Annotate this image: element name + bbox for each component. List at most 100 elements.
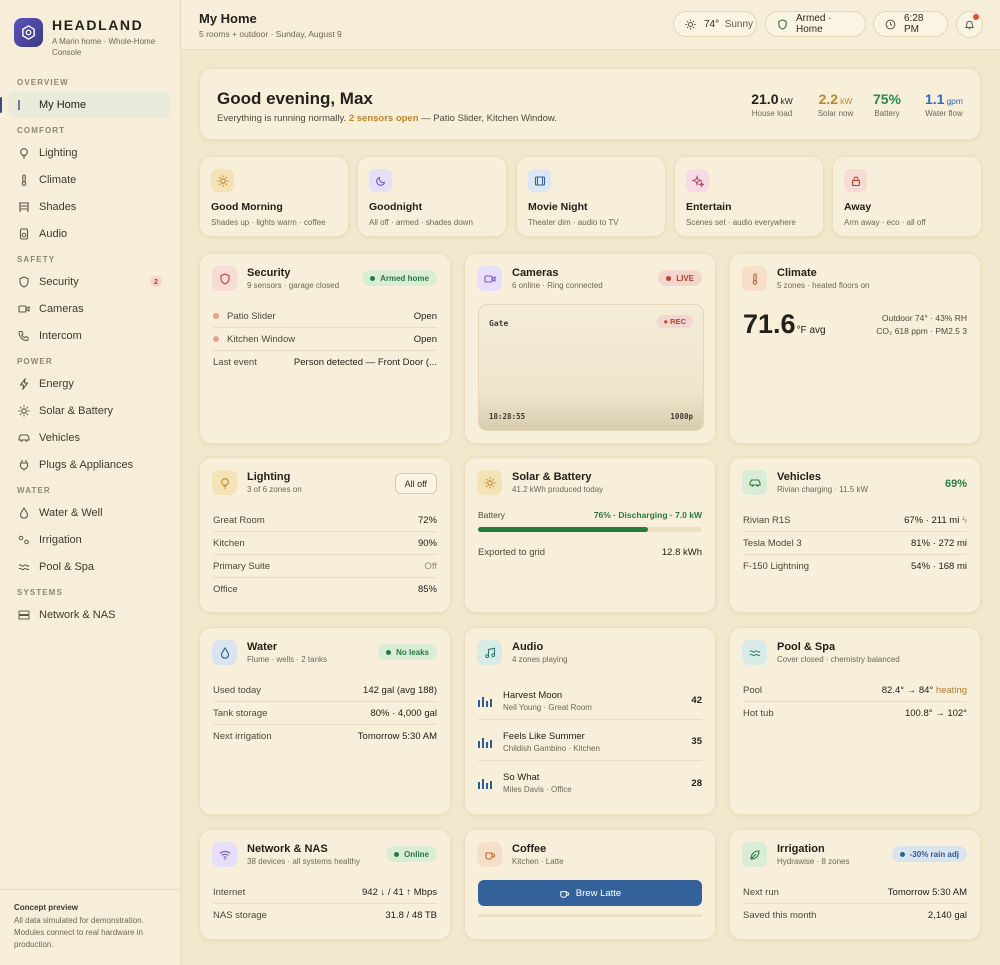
- light-zone-row[interactable]: Kitchen 90%: [213, 532, 437, 555]
- network-row[interactable]: Internet 942 ↓ / 41 ↑ Mbps: [213, 881, 437, 904]
- sidebar-item-label: Cameras: [39, 303, 84, 315]
- logo-icon[interactable]: [14, 18, 43, 47]
- sun-icon: [211, 169, 234, 192]
- row-value: 31.8 / 48 TB: [385, 910, 437, 921]
- scene-movie-night[interactable]: Movie Night Theater dim · audio to TV: [516, 156, 666, 237]
- stat-label: Solar now: [817, 109, 854, 118]
- avg-temperature[interactable]: 71.6°F avg: [743, 309, 826, 340]
- car-icon: [17, 432, 30, 445]
- row-value: 2,140 gal: [927, 910, 967, 921]
- camera-icon: [17, 303, 30, 316]
- nav: OVERVIEW My Home COMFORT Lighting Climat…: [0, 78, 180, 628]
- card-title: Audio: [512, 641, 544, 653]
- vehicle-row[interactable]: Tesla Model 3 81% · 272 mi: [743, 532, 967, 555]
- card-subtitle: 3 of 6 zones on: [247, 485, 302, 494]
- sidebar-item-cameras[interactable]: Cameras: [8, 296, 170, 322]
- audio-zone-row[interactable]: Feels Like Summer Childish Gambino · Kitc…: [478, 723, 702, 761]
- zone-name: Primary Suite: [213, 560, 271, 572]
- scene-goodnight[interactable]: Goodnight All off · armed · shades down: [357, 156, 507, 237]
- sidebar: HEADLAND A Marin home · Whole-Home Conso…: [0, 0, 181, 965]
- scene-away[interactable]: Away Arm away · eco · all off: [832, 156, 982, 237]
- time: 6:28 PM: [904, 13, 924, 35]
- water-row[interactable]: Used today 142 gal (avg 188): [213, 679, 437, 702]
- sidebar-item-climate[interactable]: Climate: [8, 167, 170, 193]
- card-subtitle: Hydrawise · 8 zones: [777, 857, 850, 866]
- card-subtitle: 38 devices · all systems healthy: [247, 857, 360, 866]
- status-badge[interactable]: Armed home: [362, 270, 437, 286]
- badge-label: Online: [404, 849, 429, 859]
- last-event-row[interactable]: Last event Person detected — Front Door (…: [213, 351, 437, 374]
- all-off-button[interactable]: All off: [394, 473, 437, 494]
- brand: HEADLAND A Marin home · Whole-Home Conso…: [0, 0, 180, 70]
- scene-description: Shades up · lights warm · coffee: [211, 218, 326, 227]
- card-subtitle: Cover closed · chemistry balanced: [777, 655, 900, 664]
- sidebar-item-pool[interactable]: Pool & Spa: [8, 554, 170, 580]
- card-title: Security: [247, 267, 291, 279]
- hot-tub-row[interactable]: Hot tub 100.8° → 102°: [743, 702, 967, 725]
- water-row[interactable]: Next irrigation Tomorrow 5:30 AM: [213, 725, 437, 748]
- button-label: Brew Latte: [575, 887, 622, 899]
- light-zone-row[interactable]: Great Room 72%: [213, 509, 437, 532]
- scene-title: Good Morning: [211, 201, 283, 213]
- bulb-icon: [17, 147, 30, 160]
- sidebar-item-my-home[interactable]: My Home: [0, 92, 170, 118]
- sidebar-item-lighting[interactable]: Lighting: [8, 140, 170, 166]
- camera-feed[interactable]: Gate ● REC 18:28:55 1080p: [478, 304, 704, 431]
- irrigation-row[interactable]: Saved this month 2,140 gal: [743, 904, 967, 927]
- page-subtitle: 5 rooms + outdoor · Sunday, August 9: [199, 29, 342, 39]
- light-zone-row[interactable]: Office 85%: [213, 578, 437, 601]
- vehicle-row[interactable]: Rivian R1S 67% · 211 mi ϟ: [743, 509, 967, 532]
- sidebar-item-security[interactable]: Security 2: [8, 269, 170, 295]
- sidebar-item-irrigation[interactable]: Irrigation: [8, 527, 170, 553]
- vehicle-row[interactable]: F-150 Lightning 54% · 168 mi: [743, 555, 967, 578]
- security-pill[interactable]: Armed · Home: [765, 11, 866, 37]
- sidebar-item-intercom[interactable]: Intercom: [8, 323, 170, 349]
- light-zone-row[interactable]: Primary Suite Off: [213, 555, 437, 578]
- sidebar-item-audio[interactable]: Audio: [8, 221, 170, 247]
- network-card: Network & NAS 38 devices · all systems he…: [199, 829, 451, 940]
- card-subtitle: Rivian charging · 11.5 kW: [777, 485, 868, 494]
- weather-pill[interactable]: 74° Sunny: [673, 11, 757, 37]
- weather-condition: Sunny: [724, 18, 754, 30]
- audio-zone-row[interactable]: So What Miles Davis · Office 28: [478, 764, 702, 802]
- sidebar-item-shades[interactable]: Shades: [8, 194, 170, 220]
- cameras-card: Cameras 6 online · Ring connected LIVE Ga…: [464, 253, 716, 444]
- sidebar-item-network[interactable]: Network & NAS: [8, 602, 170, 628]
- card-header: Audio 4 zones playing: [477, 640, 568, 665]
- stat-label: Battery: [874, 109, 900, 118]
- scene-entertain[interactable]: Entertain Scenes set · audio everywhere: [674, 156, 824, 237]
- sidebar-item-plugs[interactable]: Plugs & Appliances: [8, 452, 170, 478]
- brew-latte-button[interactable]: Brew Latte: [478, 880, 702, 906]
- sidebar-item-vehicles[interactable]: Vehicles: [8, 425, 170, 451]
- sidebar-item-water[interactable]: Water & Well: [8, 500, 170, 526]
- nav-section-power: POWER: [17, 357, 53, 366]
- stat-value: 2.2: [818, 91, 839, 107]
- grid-export-row[interactable]: Exported to grid 12.8 kWh: [478, 541, 702, 564]
- clock-pill[interactable]: 6:28 PM: [873, 11, 948, 37]
- sidebar-item-label: Energy: [39, 378, 74, 390]
- card-header: Irrigation Hydrawise · 8 zones: [742, 842, 849, 867]
- sidebar-item-energy[interactable]: Energy: [8, 371, 170, 397]
- rain-adjust-badge: -30% rain adj: [891, 846, 967, 862]
- notifications-button[interactable]: [956, 11, 983, 38]
- network-row[interactable]: NAS storage 31.8 / 48 TB: [213, 904, 437, 927]
- irrigation-row[interactable]: Next run Tomorrow 5:30 AM: [743, 881, 967, 904]
- sidebar-item-solar[interactable]: Solar & Battery: [8, 398, 170, 424]
- sprinkler-icon: [17, 534, 30, 547]
- sensor-name: Patio Slider: [227, 310, 276, 322]
- audio-zone-row[interactable]: Harvest Moon Neil Young · Great Room 42: [478, 682, 702, 720]
- water-row[interactable]: Tank storage 80% · 4,000 gal: [213, 702, 437, 725]
- status-alert[interactable]: 2 sensors open: [348, 113, 419, 124]
- scene-good-morning[interactable]: Good Morning Shades up · lights warm · c…: [199, 156, 349, 237]
- sensor-status: Open: [413, 310, 437, 322]
- card-title: Vehicles: [777, 471, 822, 483]
- sensor-name: Kitchen Window: [227, 333, 296, 345]
- sensor-row[interactable]: Kitchen Window Open: [213, 328, 437, 351]
- sensor-row[interactable]: Patio Slider Open: [213, 305, 437, 328]
- zone-level: 72%: [417, 514, 437, 526]
- waves-icon: [742, 640, 767, 665]
- speaker-icon: [17, 228, 30, 241]
- pool-row[interactable]: Pool 82.4° → 84° heating: [743, 679, 967, 702]
- bell-icon: [964, 19, 975, 30]
- battery-line: Battery 76% · Discharging · 7.0 kW: [478, 510, 702, 520]
